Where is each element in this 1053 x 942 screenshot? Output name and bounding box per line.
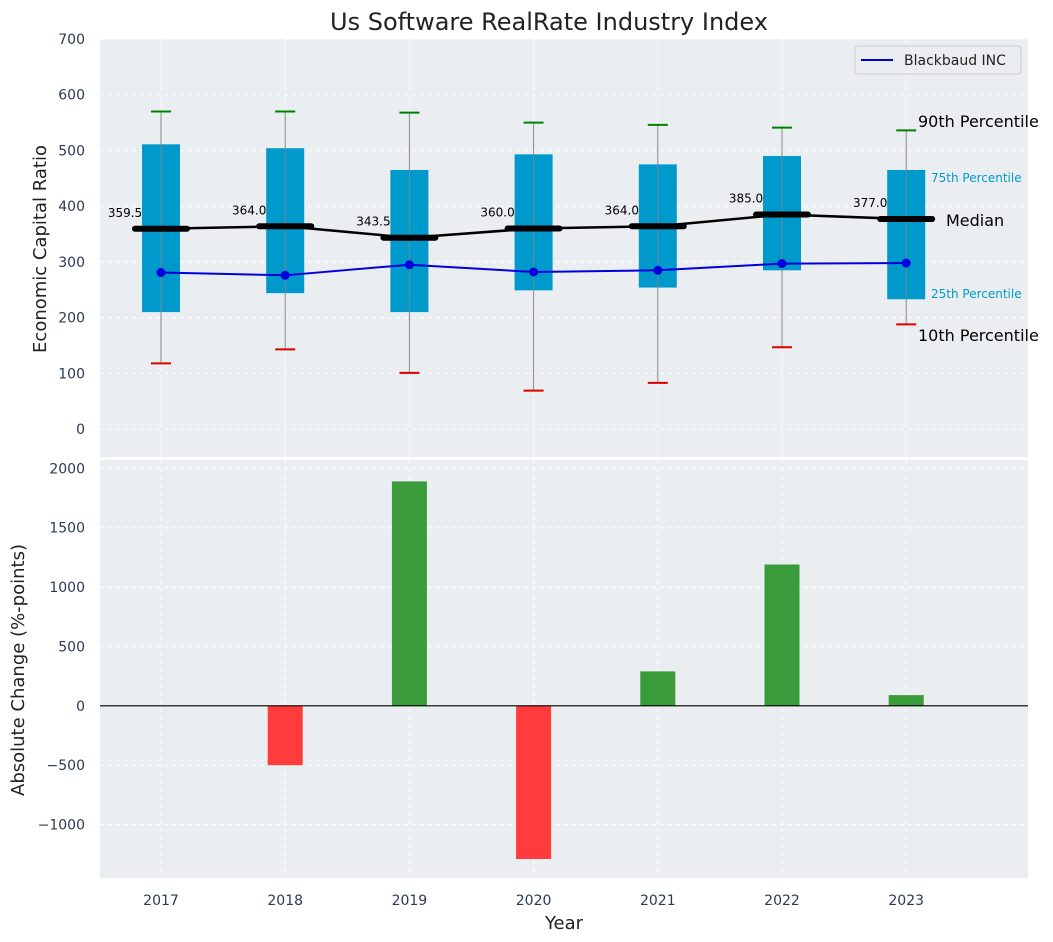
company-point [280,270,290,280]
company-point [901,258,911,268]
company-point [404,260,414,270]
median-value-label: 377.0 [853,196,887,210]
box-plot-layer: 359.5 364.0 343.5 360.0 364.0 385.0 377.0 [108,110,936,392]
top-y-tick-label: 500 [58,143,85,159]
change-bar [391,481,427,706]
x-tick-label: 2020 [516,893,552,909]
company-point [653,265,663,275]
top-y-tick-label: 200 [58,311,85,327]
bottom-y-tick-label: 1500 [49,521,85,537]
top-y-axis-label: Economic Capital Ratio [30,145,51,353]
median-value-label: 359.5 [108,206,142,220]
bottom-y-tick-label: 500 [58,639,85,655]
change-bar [764,564,800,706]
bottom-y-tick-label: 2000 [49,461,85,477]
x-tick-label: 2019 [392,893,428,909]
x-tick-label: 2017 [143,893,179,909]
bottom-y-tick-label: −500 [47,758,85,774]
bar-chart-layer [100,481,1028,859]
bottom-y-axis-label: Absolute Change (%-points) [8,544,29,796]
annotation-p90: 90th Percentile [918,112,1039,131]
top-plot-area [100,39,1028,457]
top-y-tick-label: 400 [58,199,85,215]
median-value-label: 364.0 [605,203,639,217]
bottom-y-tick-label: 1000 [49,580,85,596]
top-y-tick-label: 600 [58,88,85,104]
company-point [529,267,539,277]
annotation-p75: 75th Percentile [931,171,1022,185]
top-y-tick-label: 300 [58,255,85,271]
change-bar [267,705,303,766]
bottom-grid: −1000 −500 0 500 1000 1500 2000 2017 2018 2019 202… [38,460,1028,909]
bottom-plot-area [100,460,1028,878]
change-bar [888,695,924,706]
bottom-y-tick-label: 0 [76,699,85,715]
x-tick-label: 2022 [764,893,800,909]
legend-label: Blackbaud INC [904,53,1006,69]
company-point [777,259,787,269]
legend: Blackbaud INC [854,45,1022,75]
chart-title: Us Software RealRate Industry Index [330,8,768,36]
annotation-p10: 10th Percentile [918,326,1039,345]
x-axis-label: Year [544,913,584,934]
change-bar [516,705,552,859]
top-y-tick-label: 0 [76,422,85,438]
bottom-y-tick-label: −1000 [38,818,85,834]
median-value-label: 364.0 [232,203,266,217]
change-bar [640,671,676,706]
legend-box [854,45,1022,75]
x-tick-label: 2018 [267,893,303,909]
top-y-tick-label: 700 [58,32,85,48]
x-tick-label: 2023 [888,893,924,909]
company-point [156,268,166,278]
median-value-label: 385.0 [729,192,763,206]
x-tick-label: 2021 [640,893,676,909]
median-value-label: 360.0 [480,205,514,219]
top-y-tick-label: 100 [58,366,85,382]
annotation-p25: 25th Percentile [931,287,1022,301]
annotation-median: Median [946,211,1004,230]
median-value-label: 343.5 [356,215,390,229]
